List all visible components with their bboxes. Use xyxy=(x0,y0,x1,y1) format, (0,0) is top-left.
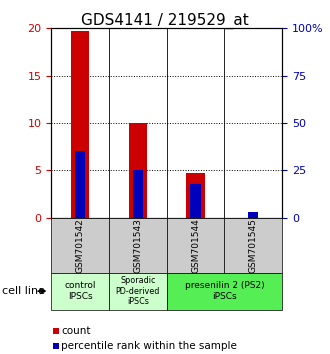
Text: GSM701542: GSM701542 xyxy=(76,218,84,273)
Bar xyxy=(133,170,143,218)
Bar xyxy=(128,123,147,218)
Text: control
IPSCs: control IPSCs xyxy=(64,281,96,301)
Bar xyxy=(186,173,205,218)
Text: Sporadic
PD-derived
iPSCs: Sporadic PD-derived iPSCs xyxy=(115,276,160,306)
Bar xyxy=(248,212,258,218)
Text: GDS4141 / 219529_at: GDS4141 / 219529_at xyxy=(81,12,249,29)
Text: presenilin 2 (PS2)
iPSCs: presenilin 2 (PS2) iPSCs xyxy=(184,281,264,301)
Text: percentile rank within the sample: percentile rank within the sample xyxy=(61,341,237,351)
Bar xyxy=(190,184,201,218)
Text: count: count xyxy=(61,326,91,336)
Text: GSM701544: GSM701544 xyxy=(191,218,200,273)
Text: GSM701543: GSM701543 xyxy=(133,218,142,273)
Text: GSM701545: GSM701545 xyxy=(249,218,258,273)
Bar xyxy=(75,152,85,218)
Bar xyxy=(71,31,89,218)
Text: cell line: cell line xyxy=(2,286,45,296)
